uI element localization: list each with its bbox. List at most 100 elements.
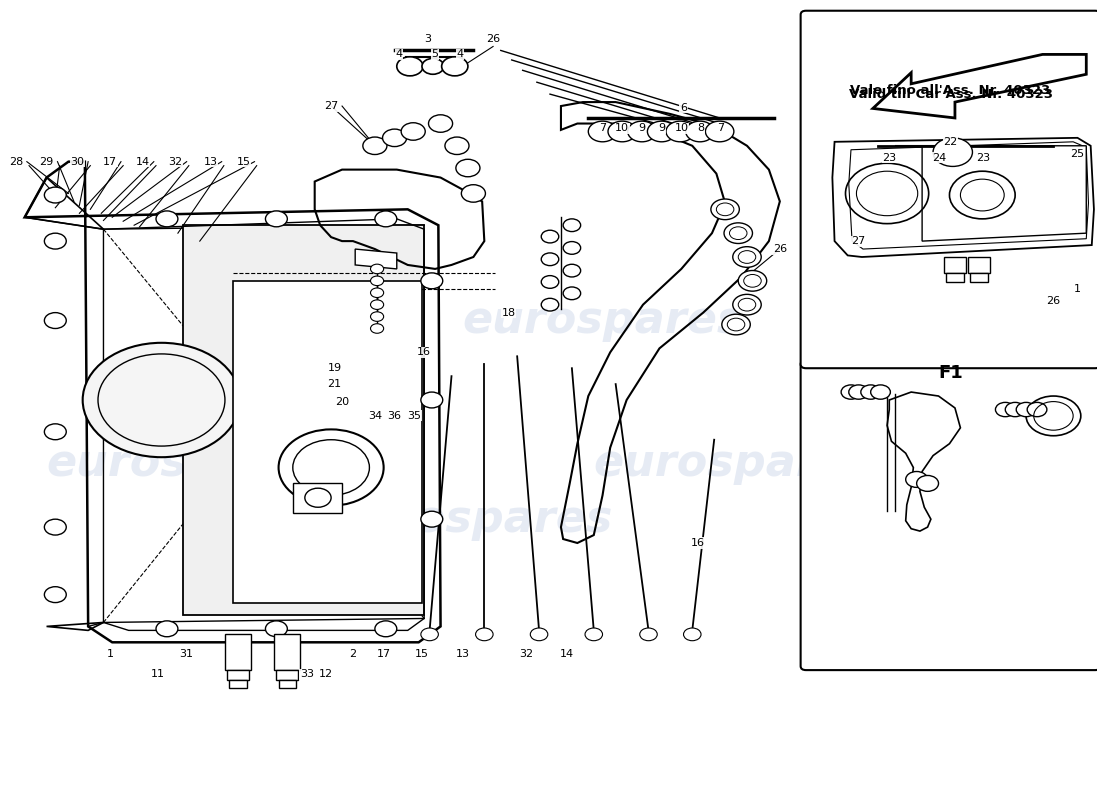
- Circle shape: [849, 385, 869, 399]
- Polygon shape: [278, 680, 296, 687]
- Circle shape: [44, 187, 66, 203]
- Circle shape: [421, 392, 442, 408]
- Circle shape: [585, 628, 603, 641]
- Text: 12: 12: [319, 669, 332, 679]
- Text: 9: 9: [658, 123, 666, 134]
- Circle shape: [375, 211, 397, 227]
- Polygon shape: [970, 273, 988, 282]
- Text: 26: 26: [1046, 296, 1060, 306]
- Circle shape: [455, 159, 480, 177]
- Circle shape: [996, 402, 1015, 417]
- Text: 7: 7: [600, 123, 606, 134]
- Circle shape: [916, 475, 938, 491]
- Text: 18: 18: [502, 308, 516, 318]
- Polygon shape: [946, 273, 964, 282]
- Text: eurospares: eurospares: [594, 442, 876, 485]
- Circle shape: [608, 121, 637, 142]
- Circle shape: [402, 122, 426, 140]
- Text: 29: 29: [40, 157, 54, 166]
- Text: 33: 33: [300, 669, 313, 679]
- Polygon shape: [274, 634, 300, 670]
- Text: 32: 32: [168, 157, 183, 166]
- Text: 7: 7: [717, 123, 724, 134]
- Circle shape: [44, 233, 66, 249]
- Circle shape: [588, 121, 617, 142]
- Circle shape: [1027, 402, 1047, 417]
- Polygon shape: [224, 634, 251, 670]
- Text: 24: 24: [933, 153, 947, 162]
- Text: 26: 26: [486, 34, 500, 43]
- Circle shape: [422, 58, 443, 74]
- Circle shape: [371, 300, 384, 310]
- Circle shape: [82, 342, 240, 457]
- Circle shape: [444, 137, 469, 154]
- Circle shape: [383, 129, 407, 146]
- Text: eurospares: eurospares: [331, 498, 613, 541]
- Circle shape: [371, 324, 384, 334]
- Circle shape: [1005, 402, 1025, 417]
- Text: 15: 15: [236, 157, 251, 166]
- Text: 34: 34: [367, 411, 382, 421]
- Text: 17: 17: [376, 650, 390, 659]
- Circle shape: [705, 121, 734, 142]
- Text: 10: 10: [615, 123, 629, 134]
- Polygon shape: [944, 257, 966, 273]
- Text: 31: 31: [179, 650, 194, 659]
- Circle shape: [44, 313, 66, 329]
- Circle shape: [421, 273, 442, 289]
- Circle shape: [666, 121, 694, 142]
- Text: 15: 15: [415, 650, 429, 659]
- Polygon shape: [873, 54, 1087, 118]
- Text: Vale fino all'Ass. Nr. 40323: Vale fino all'Ass. Nr. 40323: [850, 84, 1050, 97]
- Circle shape: [44, 519, 66, 535]
- Polygon shape: [968, 257, 990, 273]
- Circle shape: [530, 628, 548, 641]
- Text: 22: 22: [944, 137, 958, 147]
- Polygon shape: [184, 226, 425, 614]
- Text: 8: 8: [697, 123, 705, 134]
- Text: F1: F1: [938, 364, 962, 382]
- Circle shape: [733, 294, 761, 315]
- FancyBboxPatch shape: [801, 360, 1100, 670]
- Text: 13: 13: [455, 650, 470, 659]
- Text: 3: 3: [424, 34, 431, 43]
- Text: eurospares: eurospares: [46, 442, 328, 485]
- Circle shape: [738, 270, 767, 291]
- Circle shape: [711, 199, 739, 220]
- Text: 28: 28: [9, 157, 23, 166]
- Text: 14: 14: [135, 157, 150, 166]
- Circle shape: [475, 628, 493, 641]
- Polygon shape: [229, 680, 246, 687]
- Text: eurospares: eurospares: [462, 299, 744, 342]
- Circle shape: [1026, 396, 1081, 436]
- Text: 13: 13: [204, 157, 218, 166]
- Polygon shape: [293, 483, 342, 513]
- Circle shape: [371, 312, 384, 322]
- Circle shape: [628, 121, 657, 142]
- Circle shape: [429, 114, 452, 132]
- Text: 19: 19: [328, 363, 341, 374]
- Circle shape: [371, 288, 384, 298]
- Circle shape: [842, 385, 861, 399]
- Text: 23: 23: [977, 153, 990, 162]
- Circle shape: [871, 385, 890, 399]
- Text: 26: 26: [773, 244, 786, 254]
- Circle shape: [733, 246, 761, 267]
- Circle shape: [648, 121, 675, 142]
- Text: 27: 27: [324, 101, 338, 111]
- FancyBboxPatch shape: [801, 10, 1100, 368]
- Text: 10: 10: [674, 123, 689, 134]
- Circle shape: [722, 314, 750, 335]
- Circle shape: [461, 185, 485, 202]
- Circle shape: [156, 211, 178, 227]
- Text: 5: 5: [431, 50, 439, 59]
- Text: 25: 25: [1070, 149, 1085, 158]
- Polygon shape: [355, 249, 397, 269]
- Circle shape: [265, 211, 287, 227]
- Text: 4: 4: [395, 50, 403, 59]
- Text: 36: 36: [387, 411, 402, 421]
- Circle shape: [724, 223, 752, 243]
- Polygon shape: [227, 670, 249, 680]
- Text: 16: 16: [417, 347, 431, 358]
- Circle shape: [933, 138, 972, 166]
